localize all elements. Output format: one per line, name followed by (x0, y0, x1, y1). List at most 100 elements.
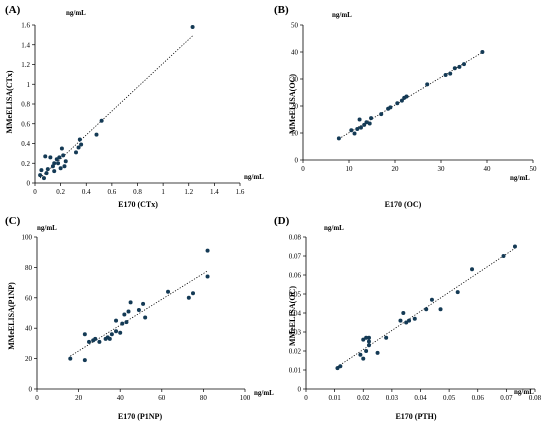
x-tick-label-a: 1 (161, 188, 165, 196)
y-tick-label-a: 0.2 (21, 160, 30, 168)
y-tick-label-a: 1.2 (21, 61, 30, 69)
x-tick-label-a: 0.8 (133, 188, 142, 196)
x-tick-label-b: 30 (438, 165, 446, 173)
y-tick-label-b: 10 (291, 130, 299, 138)
data-point-a (44, 171, 49, 176)
x-axis-title-d: E170 (PTH) (395, 412, 436, 421)
x-tick-label-b: 20 (392, 165, 400, 173)
panel-label-d: (D) (274, 215, 290, 227)
x-tick-label-a: 0 (33, 188, 37, 196)
data-point-c (114, 329, 119, 334)
data-point-c (68, 356, 73, 361)
data-point-d (338, 364, 343, 369)
x-tick-label-c: 60 (158, 394, 166, 402)
x-tick-label-d: 0.01 (329, 394, 342, 402)
x-tick-label-d: 0.05 (443, 394, 456, 402)
data-point-a (57, 155, 62, 160)
data-point-a (52, 169, 57, 174)
data-point-c (82, 332, 87, 337)
data-point-d (384, 335, 389, 340)
y-tick-label-b: 30 (291, 76, 299, 84)
data-point-b (357, 117, 362, 122)
data-point-d (366, 343, 371, 348)
data-point-a (77, 137, 82, 142)
data-point-a (190, 24, 195, 29)
data-point-d (404, 320, 409, 325)
data-point-c (126, 309, 131, 314)
trendline-a (39, 35, 193, 179)
y-tick-label-d: 0.01 (289, 367, 302, 375)
data-point-b (425, 82, 430, 87)
y-unit-b: ng/mL (332, 11, 352, 19)
x-tick-label-b: 0 (301, 165, 305, 173)
data-point-a (39, 168, 44, 173)
data-point-b (452, 66, 457, 71)
y-tick-label-a: 0.8 (21, 101, 30, 109)
data-point-b (379, 112, 384, 117)
x-unit-d: ng/mL (514, 388, 534, 396)
data-point-c (205, 274, 210, 279)
x-tick-label-a: 0.2 (56, 188, 65, 196)
data-point-c (97, 339, 102, 344)
x-tick-label-a: 1.2 (184, 188, 193, 196)
data-point-a (48, 155, 53, 160)
data-point-a (45, 167, 50, 172)
data-point-b (462, 62, 466, 67)
data-point-d (455, 290, 460, 295)
data-point-b (336, 136, 341, 141)
data-point-c (93, 336, 98, 341)
y-tick-label-a: 1 (27, 81, 31, 89)
data-point-a (76, 145, 81, 150)
data-point-c (124, 320, 129, 325)
y-tick-label-d: 0.05 (289, 291, 302, 299)
y-tick-label-d: 0.04 (289, 310, 302, 318)
x-tick-label-b: 40 (484, 165, 492, 173)
data-point-d (398, 318, 403, 323)
y-axis-title-a: MMeELISA(CTx) (5, 70, 14, 133)
data-point-b (404, 94, 409, 99)
data-point-b (443, 72, 448, 77)
panel-label-c: (C) (5, 215, 21, 227)
y-tick-label-d: 0.08 (289, 234, 302, 242)
data-point-c (143, 315, 148, 320)
y-tick-label-a: 1.6 (21, 22, 30, 30)
y-tick-label-a: 0.4 (21, 140, 30, 148)
y-axis-title-b: MMeELISA(OC) (288, 74, 297, 134)
x-tick-label-d: 0.06 (472, 394, 485, 402)
x-axis-title-b: E170 (OC) (385, 200, 422, 209)
y-tick-label-c: 0 (29, 386, 33, 394)
data-point-c (120, 321, 125, 326)
data-point-c (128, 300, 133, 305)
x-tick-label-a: 0.4 (82, 188, 91, 196)
data-point-a (56, 161, 61, 166)
data-point-b (480, 50, 485, 54)
y-tick-label-c: 80 (25, 264, 33, 272)
data-point-b (352, 131, 357, 136)
data-point-d (424, 307, 429, 312)
y-tick-label-a: 0.6 (21, 120, 30, 128)
panel-d: (D) ng/mL ng/mL E170 (PTH) MMeELISA(OC) … (274, 215, 542, 421)
trendline-c (70, 270, 208, 357)
data-point-d (407, 318, 412, 323)
data-point-a (99, 118, 104, 123)
x-tick-label-d: 0.04 (414, 394, 427, 402)
y-tick-label-c: 40 (25, 325, 33, 333)
data-point-d (512, 244, 517, 249)
y-tick-label-d: 0 (298, 386, 302, 394)
data-point-b (358, 125, 363, 130)
data-point-c (205, 248, 210, 253)
data-point-b (395, 101, 400, 106)
x-unit-a: ng/mL (244, 173, 264, 181)
data-point-b (349, 128, 354, 133)
x-tick-label-c: 20 (75, 394, 83, 402)
data-point-d (361, 337, 366, 342)
y-tick-label-c: 60 (25, 294, 33, 302)
x-tick-label-c: 40 (117, 394, 125, 402)
panel-label-b: (B) (274, 4, 289, 16)
y-tick-label-b: 50 (291, 22, 299, 30)
data-point-b (399, 98, 404, 103)
data-point-a (94, 132, 99, 137)
data-point-b (369, 116, 374, 121)
data-point-a (79, 142, 84, 147)
y-tick-label-d: 0.02 (289, 348, 302, 356)
